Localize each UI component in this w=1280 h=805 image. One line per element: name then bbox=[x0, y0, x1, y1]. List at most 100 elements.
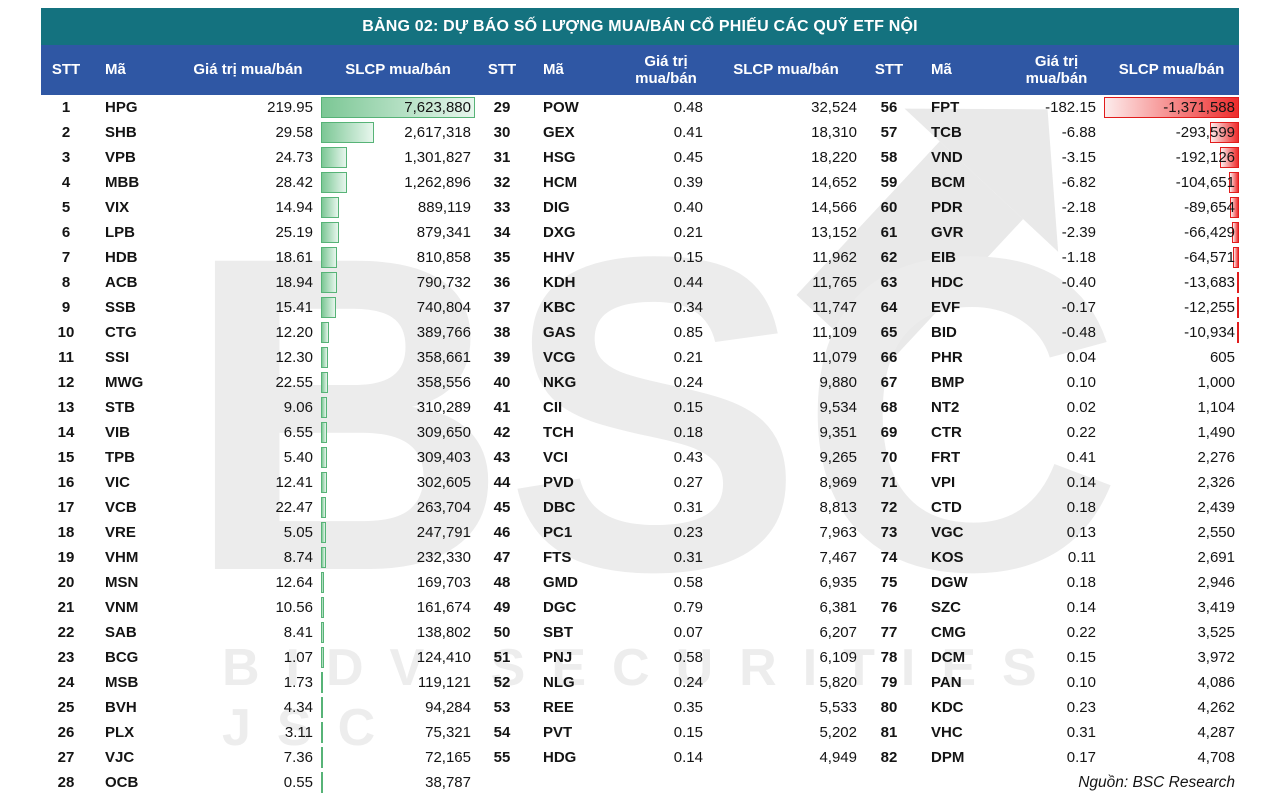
shares-cell: 2,550 bbox=[1104, 520, 1239, 545]
stt-cell: 62 bbox=[880, 249, 898, 266]
shares-value: 2,550 bbox=[1197, 524, 1235, 541]
ticker-cell: VHM bbox=[105, 549, 139, 566]
shares-value: 247,791 bbox=[416, 524, 471, 541]
value-cell: 22.55 bbox=[275, 374, 313, 391]
shares-cell: 4,949 bbox=[711, 745, 861, 770]
ticker-cell: VGC bbox=[931, 524, 964, 541]
shares-value: 2,439 bbox=[1197, 499, 1235, 516]
shares-value: 38,787 bbox=[425, 774, 471, 791]
shares-cell: 2,946 bbox=[1104, 570, 1239, 595]
stt-cell: 67 bbox=[880, 374, 898, 391]
shares-cell: 247,791 bbox=[321, 520, 475, 545]
ticker-cell: VRE bbox=[105, 524, 136, 541]
shares-cell: 8,969 bbox=[711, 470, 861, 495]
shares-value: 6,207 bbox=[819, 624, 857, 641]
shares-cell: 138,802 bbox=[321, 620, 475, 645]
ticker-cell: DBC bbox=[543, 499, 576, 516]
ticker-cell: PHR bbox=[931, 349, 963, 366]
databar-negative bbox=[1230, 197, 1239, 218]
stt-cell: 48 bbox=[493, 574, 511, 591]
ticker-cell: PVD bbox=[543, 474, 574, 491]
stt-cell: 40 bbox=[493, 374, 511, 391]
value-cell: 29.58 bbox=[275, 124, 313, 141]
shares-cell: -293,599 bbox=[1104, 120, 1239, 145]
shares-value: 9,534 bbox=[819, 399, 857, 416]
ticker-cell: NLG bbox=[543, 674, 575, 691]
shares-value: -104,651 bbox=[1175, 174, 1235, 191]
value-cell: 0.14 bbox=[1066, 599, 1096, 616]
shares-cell: 3,419 bbox=[1104, 595, 1239, 620]
value-cell: 5.40 bbox=[283, 449, 313, 466]
stt-cell: 16 bbox=[57, 474, 75, 491]
stt-cell: 60 bbox=[880, 199, 898, 216]
stt-cell: 47 bbox=[493, 549, 511, 566]
shares-value: 11,962 bbox=[812, 249, 857, 266]
databar-positive bbox=[321, 597, 325, 618]
value-cell: 0.48 bbox=[673, 99, 703, 116]
shares-value: 9,265 bbox=[819, 449, 857, 466]
shares-cell: -10,934 bbox=[1104, 320, 1239, 345]
shares-value: 11,079 bbox=[812, 349, 857, 366]
shares-cell: 13,152 bbox=[711, 220, 861, 245]
value-cell: -6.88 bbox=[1061, 124, 1096, 141]
ticker-cell: VIC bbox=[105, 474, 131, 491]
ticker-cell: DGC bbox=[543, 599, 577, 616]
shares-cell: -13,683 bbox=[1104, 270, 1239, 295]
shares-value: 889,119 bbox=[417, 199, 471, 216]
value-cell: 0.14 bbox=[673, 749, 703, 766]
shares-value: 138,802 bbox=[416, 624, 471, 641]
bsc-watermark-text: BSC bbox=[185, 163, 1123, 664]
ticker-cell: NKG bbox=[543, 374, 577, 391]
stt-cell: 58 bbox=[880, 149, 898, 166]
shares-cell: 3,972 bbox=[1104, 645, 1239, 670]
shares-value: 2,276 bbox=[1197, 449, 1235, 466]
stt-cell: 17 bbox=[57, 499, 75, 516]
stt-cell: 65 bbox=[880, 324, 898, 341]
ticker-cell: VND bbox=[931, 149, 963, 166]
ticker-cell: HHV bbox=[543, 249, 575, 266]
shares-value: 6,935 bbox=[819, 574, 857, 591]
shares-value: 810,858 bbox=[416, 249, 471, 266]
shares-value: 358,556 bbox=[416, 374, 471, 391]
shares-value: 8,813 bbox=[819, 499, 857, 516]
databar-positive bbox=[321, 347, 329, 368]
ticker-cell: GMD bbox=[543, 574, 578, 591]
shares-cell: 72,165 bbox=[321, 745, 475, 770]
shares-value: -192,126 bbox=[1175, 149, 1235, 166]
ticker-cell: HDG bbox=[543, 749, 577, 766]
ticker-cell: VHC bbox=[931, 724, 963, 741]
stt-cell: 23 bbox=[57, 649, 75, 666]
ticker-cell: TCH bbox=[543, 424, 574, 441]
value-cell: 0.21 bbox=[673, 349, 703, 366]
shares-value: 309,650 bbox=[416, 424, 471, 441]
stt-cell: 57 bbox=[880, 124, 898, 141]
stt-cell: 55 bbox=[493, 749, 511, 766]
shares-cell: 9,880 bbox=[711, 370, 861, 395]
empty-cell bbox=[475, 770, 529, 795]
shares-value: 3,419 bbox=[1197, 599, 1235, 616]
ticker-cell: PNJ bbox=[543, 649, 573, 666]
ticker-cell: MWG bbox=[105, 374, 144, 391]
stt-cell: 82 bbox=[880, 749, 898, 766]
ticker-cell: SBT bbox=[543, 624, 573, 641]
shares-cell: 6,109 bbox=[711, 645, 861, 670]
value-cell: 0.22 bbox=[1066, 424, 1096, 441]
shares-cell: 161,674 bbox=[321, 595, 475, 620]
shares-cell: 309,650 bbox=[321, 420, 475, 445]
stt-cell: 75 bbox=[880, 574, 898, 591]
col-header-slcp-3: SLCP mua/bán bbox=[1118, 61, 1225, 79]
databar-positive bbox=[321, 372, 329, 393]
col-header-slcp-1: SLCP mua/bán bbox=[345, 61, 451, 79]
ticker-cell: CTG bbox=[105, 324, 137, 341]
shares-value: 7,467 bbox=[819, 549, 857, 566]
value-cell: 0.22 bbox=[1066, 624, 1096, 641]
shares-value: -293,599 bbox=[1175, 124, 1235, 141]
value-cell: 0.10 bbox=[1066, 374, 1096, 391]
value-cell: 0.39 bbox=[673, 174, 703, 191]
stt-cell: 80 bbox=[880, 699, 898, 716]
value-cell: 0.15 bbox=[1066, 649, 1096, 666]
stt-cell: 20 bbox=[57, 574, 75, 591]
ticker-cell: VPI bbox=[931, 474, 956, 491]
value-cell: 0.35 bbox=[673, 699, 703, 716]
